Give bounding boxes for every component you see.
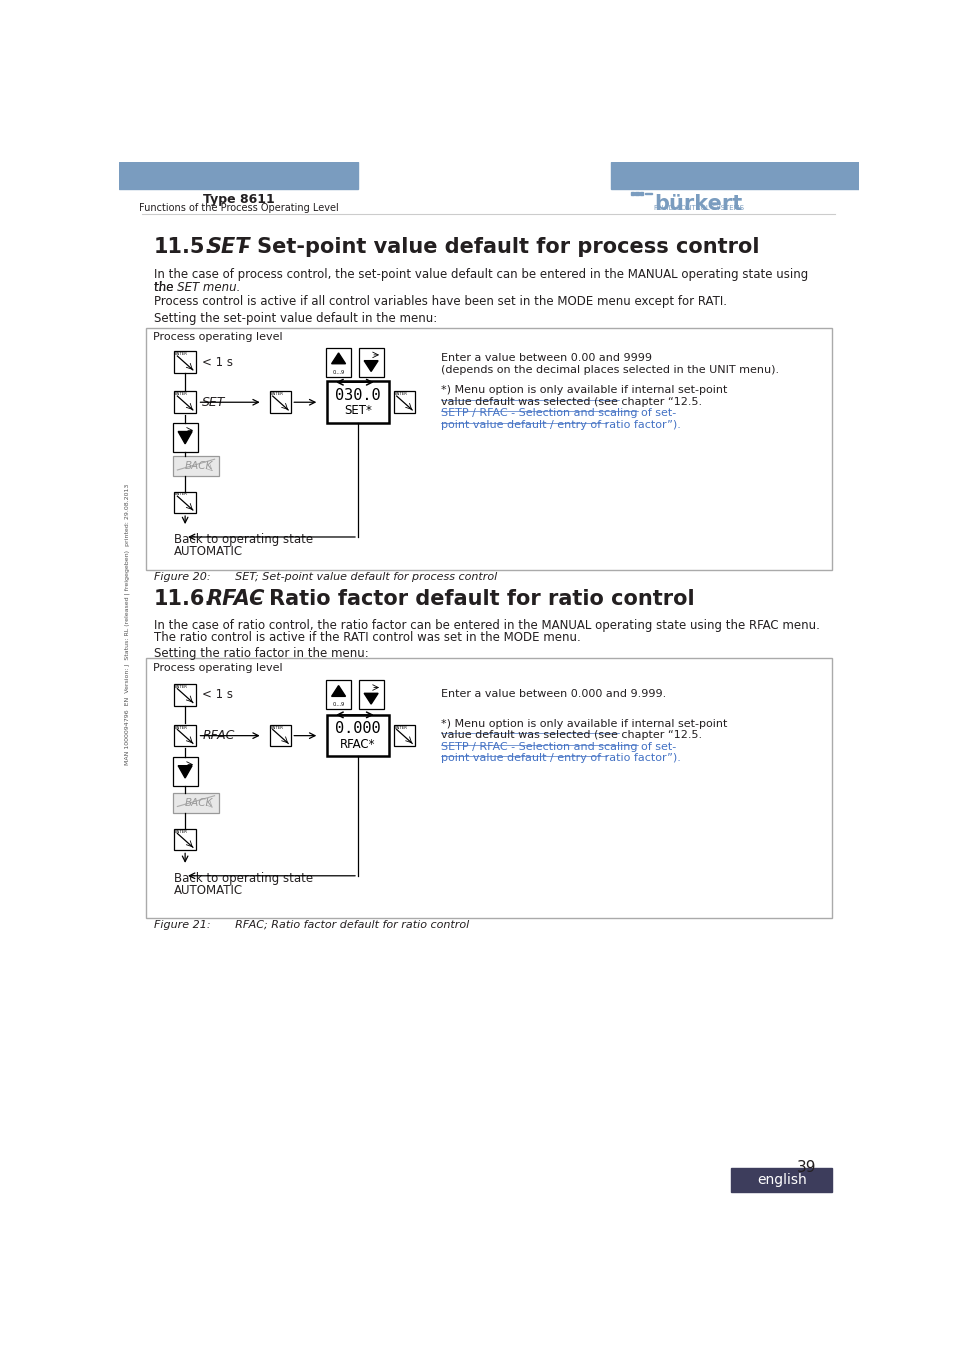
Text: 0.000: 0.000 (335, 721, 380, 736)
Bar (327, 716, 389, 756)
Text: ENTER: ENTER (174, 352, 188, 356)
Text: < 1 s: < 1 s (202, 688, 233, 702)
Text: ENTER: ENTER (174, 830, 188, 833)
Text: Enter a value between 0.000 and 9.999.: Enter a value between 0.000 and 9.999. (440, 688, 665, 699)
Bar (174, 829, 195, 850)
Polygon shape (332, 686, 345, 697)
Text: - Set-point value default for process control: - Set-point value default for process co… (233, 238, 759, 258)
Bar (174, 725, 195, 747)
Bar (172, 456, 219, 477)
Polygon shape (178, 765, 192, 778)
Bar (358, 680, 383, 710)
Text: Process operating level: Process operating level (152, 663, 282, 672)
Text: *) Menu option is only available if internal set-point: *) Menu option is only available if inte… (440, 385, 726, 396)
Bar (174, 392, 195, 413)
Text: 11.5.: 11.5. (154, 238, 213, 258)
Bar (146, 328, 831, 570)
Text: english: english (757, 1173, 806, 1187)
Text: Setting the ratio factor in the menu:: Setting the ratio factor in the menu: (154, 647, 369, 660)
Text: the: the (154, 281, 177, 293)
Text: 0....9: 0....9 (333, 370, 344, 374)
Polygon shape (332, 352, 345, 363)
Bar (394, 392, 415, 413)
Text: SET: SET (207, 238, 250, 258)
Text: bürkert: bürkert (654, 194, 741, 215)
Text: RFAC: RFAC (202, 729, 234, 742)
Text: 030.0: 030.0 (335, 387, 380, 402)
Bar (610, 162, 858, 189)
Bar (270, 725, 291, 747)
Bar (174, 491, 195, 513)
Text: value default was selected (see chapter “12.5.: value default was selected (see chapter … (440, 397, 701, 406)
Text: Back to operating state: Back to operating state (174, 872, 314, 886)
Text: ENTER: ENTER (174, 393, 188, 397)
Text: In the case of ratio control, the ratio factor can be entered in the MANUAL oper: In the case of ratio control, the ratio … (154, 618, 820, 632)
Text: Setting the set-point value default in the menu:: Setting the set-point value default in t… (154, 312, 436, 325)
Text: BACK: BACK (185, 798, 213, 807)
Bar (326, 680, 351, 710)
Bar (172, 757, 197, 787)
Bar (644, 193, 652, 194)
Text: The ratio control is active if the RATI control was set in the MODE menu.: The ratio control is active if the RATI … (154, 630, 580, 644)
Text: AUTOMATIC: AUTOMATIC (174, 545, 243, 559)
Text: Back to operating state: Back to operating state (174, 533, 314, 547)
Text: ENTER: ENTER (270, 393, 283, 397)
Text: value default was selected (see chapter “12.5.: value default was selected (see chapter … (440, 730, 701, 740)
Text: MAN 1000094796  EN  Version: J  Status: RL (released | freigegeben)  printed: 29: MAN 1000094796 EN Version: J Status: RL … (124, 483, 130, 764)
Text: 11.6.: 11.6. (154, 590, 213, 609)
Text: 0....9: 0....9 (333, 702, 344, 707)
Text: Figure 21:       RFAC; Ratio factor default for ratio control: Figure 21: RFAC; Ratio factor default fo… (154, 921, 469, 930)
Text: Functions of the Process Operating Level: Functions of the Process Operating Level (138, 202, 338, 213)
Bar (326, 347, 351, 377)
Text: ENTER: ENTER (394, 726, 407, 729)
Bar (172, 423, 197, 452)
Bar (639, 192, 642, 196)
Text: RFAC: RFAC (207, 590, 265, 609)
Bar (635, 192, 638, 196)
Bar (358, 347, 383, 377)
Bar (270, 392, 291, 413)
Text: RFAC*: RFAC* (340, 737, 375, 751)
Text: SETP / RFAC - Selection and scaling of set-: SETP / RFAC - Selection and scaling of s… (440, 409, 676, 418)
Text: (depends on the decimal places selected in the UNIT menu).: (depends on the decimal places selected … (440, 366, 779, 375)
Polygon shape (364, 360, 377, 371)
Text: *) Menu option is only available if internal set-point: *) Menu option is only available if inte… (440, 718, 726, 729)
Text: - Ratio factor default for ratio control: - Ratio factor default for ratio control (245, 590, 694, 609)
Text: SET: SET (202, 396, 225, 409)
Polygon shape (364, 694, 377, 705)
Text: ENTER: ENTER (394, 393, 407, 397)
Text: ENTER: ENTER (174, 493, 188, 497)
Bar (327, 382, 389, 423)
Bar (731, 1168, 831, 1192)
Text: < 1 s: < 1 s (202, 355, 233, 369)
Text: Type 8611: Type 8611 (202, 193, 274, 205)
Text: SETP / RFAC - Selection and scaling of set-: SETP / RFAC - Selection and scaling of s… (440, 741, 676, 752)
Text: the SET menu.: the SET menu. (154, 281, 240, 293)
Text: In the case of process control, the set-point value default can be entered in th: In the case of process control, the set-… (154, 269, 807, 281)
Text: SET*: SET* (344, 404, 372, 417)
Bar (119, 162, 357, 189)
Text: Figure 20:       SET; Set-point value default for process control: Figure 20: SET; Set-point value default … (154, 572, 497, 582)
Bar (172, 792, 219, 813)
Text: point value default / entry of ratio factor”).: point value default / entry of ratio fac… (440, 753, 680, 763)
Text: Process operating level: Process operating level (152, 332, 282, 342)
Bar (174, 684, 195, 706)
Text: ENTER: ENTER (174, 684, 188, 688)
Text: Process control is active if all control variables have been set in the MODE men: Process control is active if all control… (154, 296, 726, 308)
Bar (174, 351, 195, 373)
Bar (146, 657, 831, 918)
Text: ENTER: ENTER (270, 726, 283, 729)
Text: Enter a value between 0.00 and 9999: Enter a value between 0.00 and 9999 (440, 352, 651, 363)
Bar (630, 192, 633, 196)
Text: AUTOMATIC: AUTOMATIC (174, 884, 243, 898)
Text: point value default / entry of ratio factor”).: point value default / entry of ratio fac… (440, 420, 680, 429)
Text: ENTER: ENTER (174, 726, 188, 729)
Polygon shape (178, 432, 192, 444)
Text: FLUID CONTROL SYSTEMS: FLUID CONTROL SYSTEMS (654, 205, 743, 211)
Bar (394, 725, 415, 747)
Text: 39: 39 (797, 1160, 816, 1174)
Text: BACK: BACK (185, 462, 213, 471)
